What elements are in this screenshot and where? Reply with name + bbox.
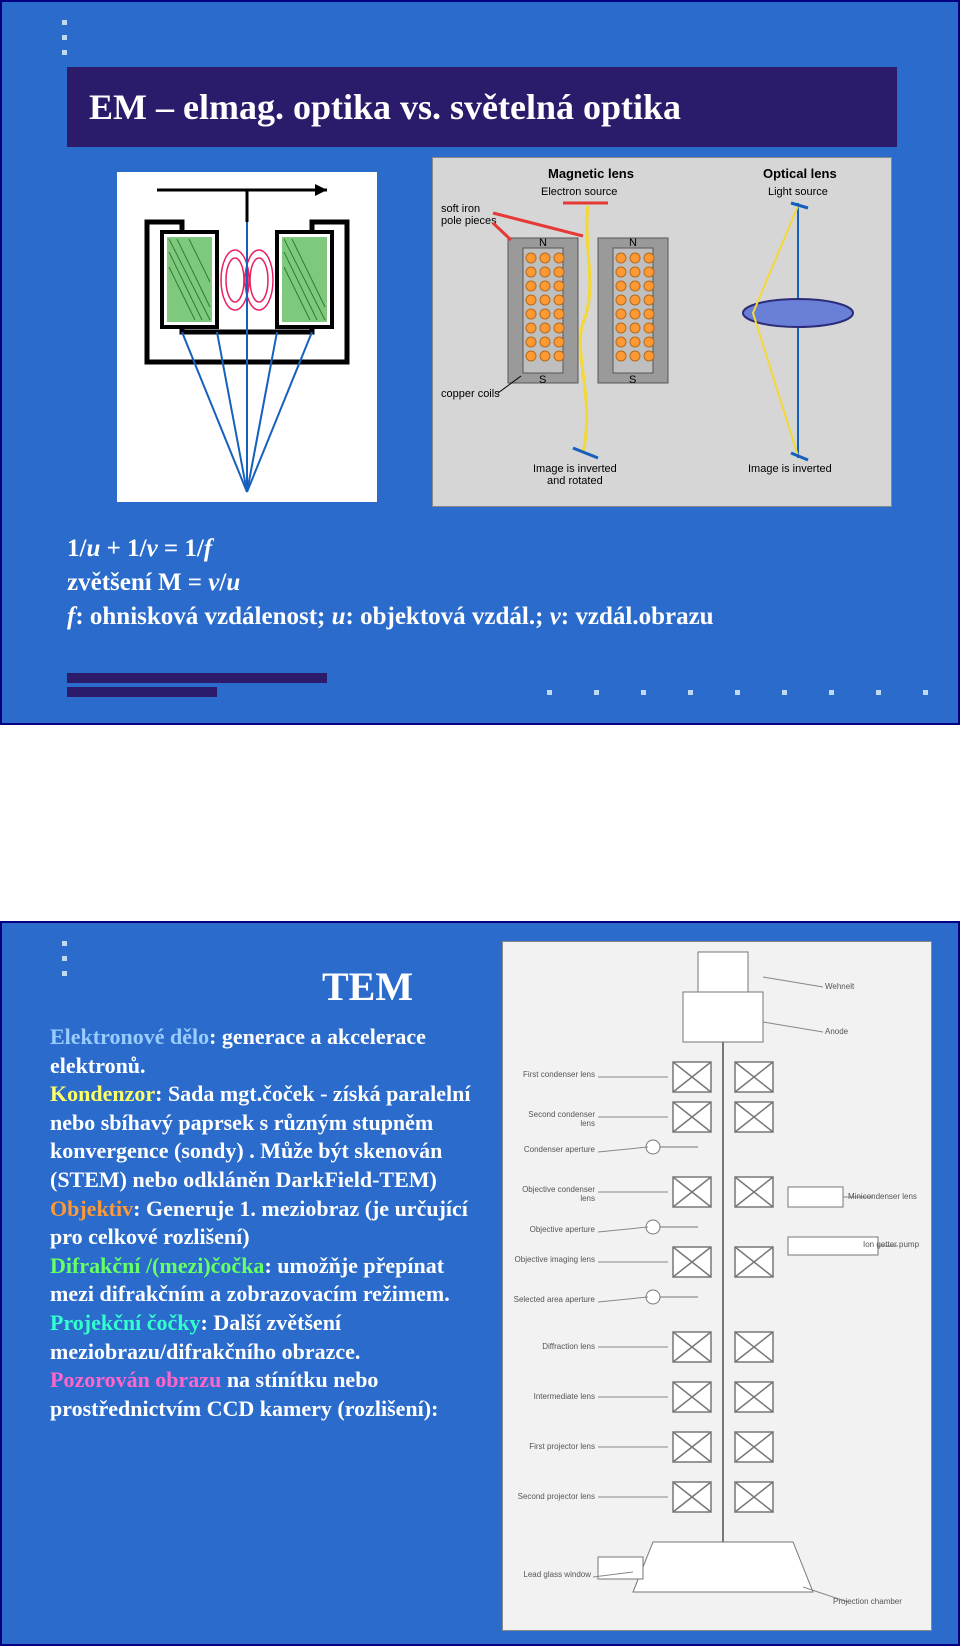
ann-pump: Ion getter pump [863,1240,919,1249]
ann-oc: Objective condenser lens [513,1185,595,1203]
label-projection: Projekční čočky [50,1310,201,1335]
ann-anode: Anode [825,1027,848,1036]
ann-sad: Selected area aperture [513,1295,595,1304]
ann-wehnelt: Wehnelt [825,982,854,991]
label-s2: S [629,374,636,386]
label-diffraction: Difrakční /(mezi)čočka [50,1253,264,1278]
ann-p2: Second projector lens [513,1492,595,1501]
tem-body-text: Elektronové dělo: generace a akcelerace … [50,1023,480,1423]
label-s1: S [539,374,546,386]
figure-lens-comparison: Magnetic lens Optical lens Electron sour… [432,157,892,507]
label-objective: Objektiv [50,1196,133,1221]
ann-p1: First projector lens [513,1442,595,1451]
ann-glass: Lead glass window [513,1570,591,1579]
ann-proj: Projection chamber [833,1597,902,1606]
decor-dots-vertical [62,20,67,55]
label-electron-gun: Elektronové dělo [50,1024,209,1049]
label-n1: N [539,237,547,249]
label-condenser: Kondenzor [50,1081,155,1106]
equations-block: 1/u + 1/v = 1/f zvětšení M = v/u f: ohni… [67,532,714,633]
ann-c1: First condenser lens [513,1070,595,1079]
slide-title: EM – elmag. optika vs. světelná optika [89,86,681,128]
ann-mini: Minicondenser lens [848,1192,917,1201]
decor-bar-long [67,673,327,683]
eq-line-3: f: ohnisková vzdálenost; u: objektová vz… [67,600,714,634]
decor-bar-short [67,687,217,697]
decor-bars [67,673,327,697]
slide-gap [0,725,960,921]
slide-1: EM – elmag. optika vs. světelná optika [0,0,960,725]
label-n2: N [629,237,637,249]
ann-diff: Diffraction lens [513,1342,595,1351]
ann-c2: Second condenser lens [513,1110,595,1128]
eq-line-1: 1/u + 1/v = 1/f [67,532,714,566]
figure-magnetic-lens-cross [117,172,377,502]
decor-dots-vertical [62,941,67,976]
ann-oap: Objective aperture [513,1225,595,1234]
figure-tem-column: Wehnelt Anode First condenser lens Secon… [502,941,932,1631]
ann-oil: Objective imaging lens [513,1255,595,1264]
eq-line-2: zvětšení M = v/u [67,566,714,600]
ann-inter: Intermediate lens [513,1392,595,1401]
tem-title: TEM [322,963,413,1010]
ann-cap: Condenser aperture [513,1145,595,1154]
label-observation: Pozorován obrazu [50,1367,221,1392]
decor-dots-horizontal [547,690,928,695]
title-banner: EM – elmag. optika vs. světelná optika [67,67,897,147]
slide-2: TEM Elektronové dělo: generace a akceler… [0,921,960,1646]
